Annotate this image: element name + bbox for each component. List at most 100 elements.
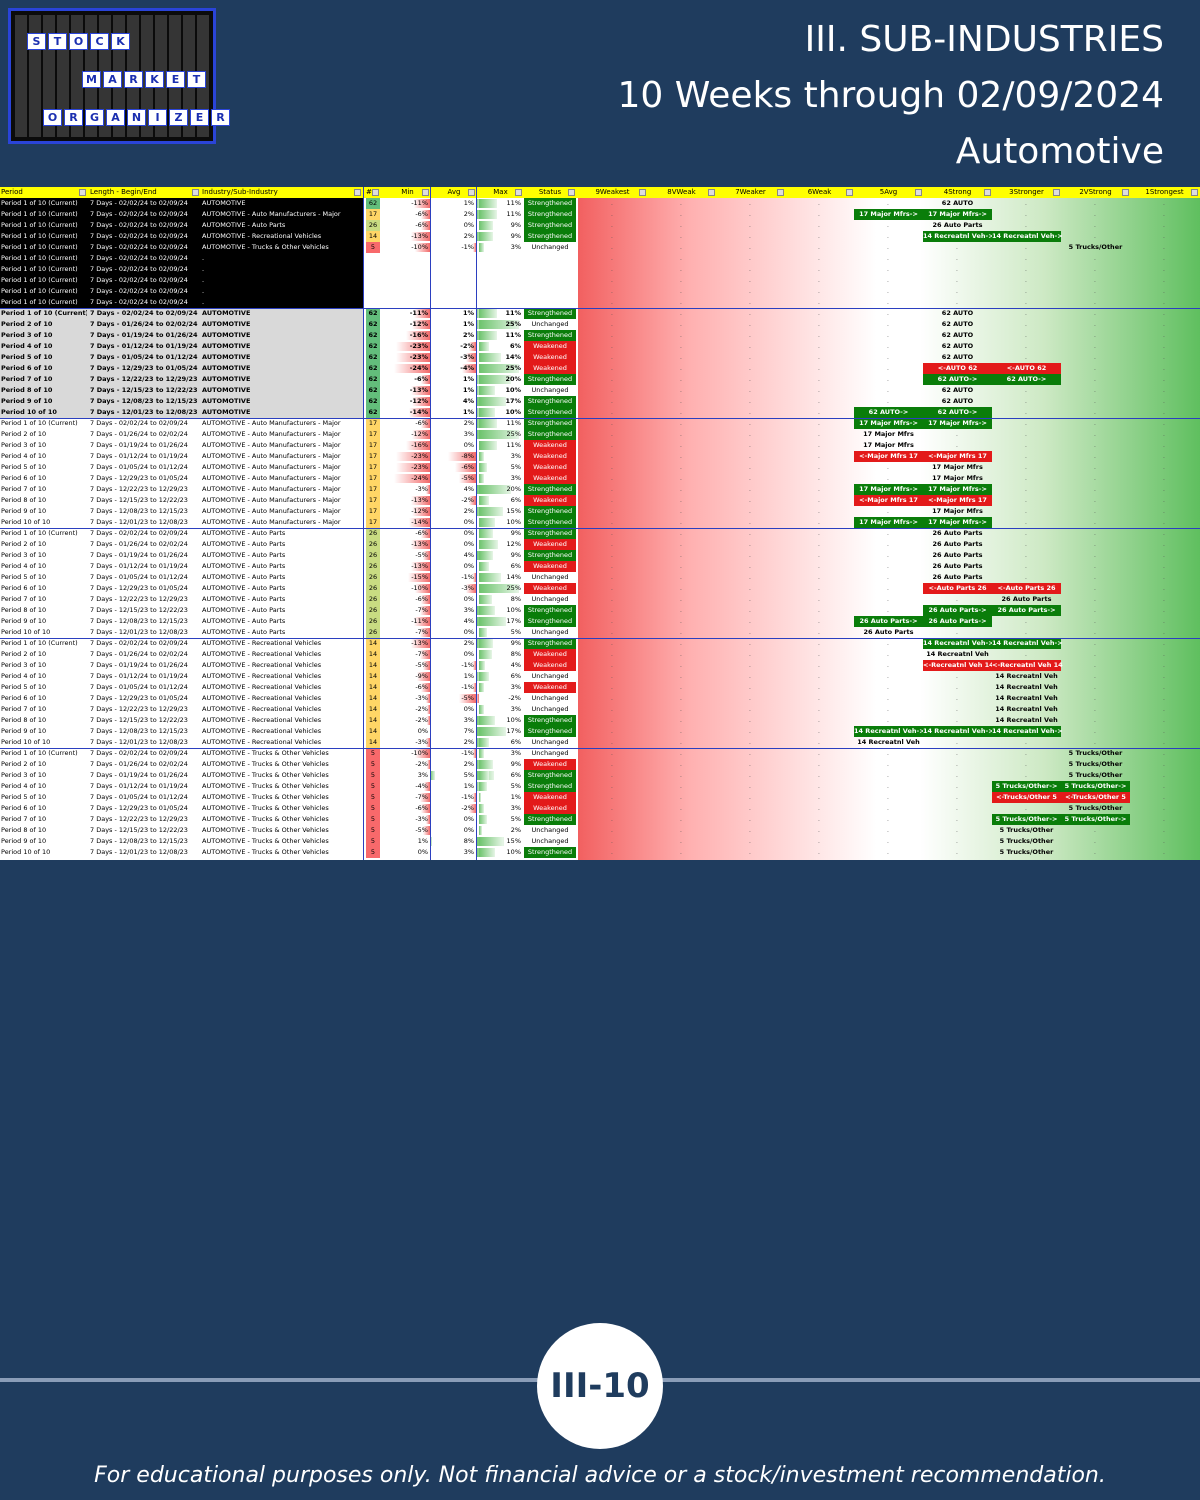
column-header[interactable]: 4Strong [923, 187, 992, 198]
table-row[interactable]: Period 8 of 10 7 Days - 12/15/23 to 12/22… [0, 715, 1200, 726]
table-row[interactable]: Period 2 of 10 7 Days - 01/26/24 to 02/02… [0, 759, 1200, 770]
table-row[interactable]: Period 9 of 10 7 Days - 12/08/23 to 12/15… [0, 506, 1200, 517]
table-row[interactable]: Period 10 of 10 7 Days - 12/01/23 to 12/0… [0, 517, 1200, 528]
table-row[interactable]: Period 10 of 10 7 Days - 12/01/23 to 12/0… [0, 847, 1200, 858]
column-header[interactable]: 5Avg [854, 187, 923, 198]
table-row[interactable]: Period 1 of 10 (Current) 7 Days - 02/02/2… [0, 748, 1200, 759]
table-row[interactable]: Period 4 of 10 7 Days - 01/12/24 to 01/19… [0, 341, 1200, 352]
column-header[interactable]: 7Weaker [716, 187, 785, 198]
table-row[interactable]: Period 1 of 10 (Current) 7 Days - 02/02/2… [0, 638, 1200, 649]
column-header[interactable]: Min [385, 187, 430, 198]
table-row[interactable]: Period 9 of 10 7 Days - 12/08/23 to 12/15… [0, 396, 1200, 407]
table-row[interactable]: Period 3 of 10 7 Days - 01/19/24 to 01/26… [0, 440, 1200, 451]
filter-dropdown-icon[interactable] [372, 189, 379, 196]
table-row[interactable]: Period 7 of 10 7 Days - 12/22/23 to 12/29… [0, 814, 1200, 825]
filter-dropdown-icon[interactable] [79, 189, 86, 196]
filter-dropdown-icon[interactable] [568, 189, 575, 196]
filter-dropdown-icon[interactable] [192, 189, 199, 196]
table-row[interactable]: Period 9 of 10 7 Days - 12/08/23 to 12/15… [0, 616, 1200, 627]
column-header[interactable]: Max [478, 187, 523, 198]
table-row[interactable]: Period 1 of 10 (Current) 7 Days - 02/02/2… [0, 209, 1200, 220]
table-row[interactable]: Period 10 of 10 7 Days - 12/01/23 to 12/0… [0, 627, 1200, 638]
status-badge: Unchanged [531, 694, 569, 702]
filter-dropdown-icon[interactable] [1122, 189, 1129, 196]
table-row[interactable]: Period 7 of 10 7 Days - 12/22/23 to 12/29… [0, 594, 1200, 605]
period-cell: Period 5 of 10 [1, 683, 47, 691]
column-header[interactable]: 1Strongest [1130, 187, 1199, 198]
table-row[interactable]: Period 7 of 10 7 Days - 12/22/23 to 12/29… [0, 374, 1200, 385]
table-row[interactable]: Period 4 of 10 7 Days - 01/12/24 to 01/19… [0, 451, 1200, 462]
table-row[interactable]: Period 2 of 10 7 Days - 01/26/24 to 02/02… [0, 649, 1200, 660]
table-row[interactable]: Period 10 of 10 7 Days - 12/01/23 to 12/0… [0, 737, 1200, 748]
table-row[interactable]: Period 1 of 10 (Current) 7 Days - 02/02/2… [0, 528, 1200, 539]
table-row[interactable]: Period 5 of 10 7 Days - 01/05/24 to 01/12… [0, 792, 1200, 803]
table-row[interactable]: Period 1 of 10 (Current) 7 Days - 02/02/2… [0, 242, 1200, 253]
column-header[interactable]: Industry/Sub-Industry [202, 187, 362, 198]
table-row[interactable]: Period 2 of 10 7 Days - 01/26/24 to 02/02… [0, 429, 1200, 440]
table-row[interactable]: Period 3 of 10 7 Days - 01/19/24 to 01/26… [0, 770, 1200, 781]
table-row[interactable]: Period 1 of 10 (Current) 7 Days - 02/02/2… [0, 286, 1200, 297]
table-row[interactable]: Period 1 of 10 (Current) 7 Days - 02/02/2… [0, 264, 1200, 275]
column-header[interactable]: 3Stronger [992, 187, 1061, 198]
table-row[interactable]: Period 1 of 10 (Current) 7 Days - 02/02/2… [0, 275, 1200, 286]
table-row[interactable]: Period 6 of 10 7 Days - 12/29/23 to 01/05… [0, 363, 1200, 374]
column-header[interactable]: 2VStrong [1061, 187, 1130, 198]
filter-dropdown-icon[interactable] [422, 189, 429, 196]
filter-dropdown-icon[interactable] [708, 189, 715, 196]
strength-spreadsheet[interactable]: Period Length - Begin/End Industry/Sub-Ind… [0, 187, 1200, 860]
filter-dropdown-icon[interactable] [515, 189, 522, 196]
filter-dropdown-icon[interactable] [777, 189, 784, 196]
table-row[interactable]: Period 3 of 10 7 Days - 01/19/24 to 01/26… [0, 550, 1200, 561]
table-row[interactable]: Period 7 of 10 7 Days - 12/22/23 to 12/29… [0, 704, 1200, 715]
column-header[interactable]: 9Weakest [578, 187, 647, 198]
filter-dropdown-icon[interactable] [639, 189, 646, 196]
filter-dropdown-icon[interactable] [354, 189, 361, 196]
filter-dropdown-icon[interactable] [1191, 189, 1198, 196]
table-row[interactable]: Period 8 of 10 7 Days - 12/15/23 to 12/22… [0, 825, 1200, 836]
table-row[interactable]: Period 5 of 10 7 Days - 01/05/24 to 01/12… [0, 352, 1200, 363]
column-header[interactable]: Status [524, 187, 576, 198]
table-row[interactable]: Period 3 of 10 7 Days - 01/19/24 to 01/26… [0, 660, 1200, 671]
table-row[interactable]: Period 7 of 10 7 Days - 12/22/23 to 12/29… [0, 484, 1200, 495]
table-row[interactable]: Period 9 of 10 7 Days - 12/08/23 to 12/15… [0, 726, 1200, 737]
empty-bin-marker: . [611, 365, 613, 372]
table-row[interactable]: Period 8 of 10 7 Days - 12/15/23 to 12/22… [0, 385, 1200, 396]
table-row[interactable]: Period 4 of 10 7 Days - 01/12/24 to 01/19… [0, 671, 1200, 682]
column-header[interactable]: Length - Begin/End [90, 187, 200, 198]
table-row[interactable]: Period 1 of 10 (Current) 7 Days - 02/02/2… [0, 220, 1200, 231]
table-row[interactable]: Period 8 of 10 7 Days - 12/15/23 to 12/22… [0, 495, 1200, 506]
column-header[interactable]: Period [1, 187, 87, 198]
table-row[interactable]: Period 6 of 10 7 Days - 12/29/23 to 01/05… [0, 473, 1200, 484]
filter-dropdown-icon[interactable] [915, 189, 922, 196]
column-header[interactable]: # [366, 187, 380, 198]
table-row[interactable]: Period 9 of 10 7 Days - 12/08/23 to 12/15… [0, 836, 1200, 847]
table-row[interactable]: Period 4 of 10 7 Days - 01/12/24 to 01/19… [0, 561, 1200, 572]
filter-dropdown-icon[interactable] [468, 189, 475, 196]
filter-dropdown-icon[interactable] [1053, 189, 1060, 196]
table-row[interactable]: Period 1 of 10 (Current) 7 Days - 02/02/2… [0, 231, 1200, 242]
column-header[interactable]: 8VWeak [647, 187, 716, 198]
table-row[interactable]: Period 1 of 10 (Current) 7 Days - 02/02/2… [0, 418, 1200, 429]
filter-dropdown-icon[interactable] [846, 189, 853, 196]
table-row[interactable]: Period 10 of 10 7 Days - 12/01/23 to 12/0… [0, 407, 1200, 418]
table-row[interactable]: Period 6 of 10 7 Days - 12/29/23 to 01/05… [0, 693, 1200, 704]
table-row[interactable]: Period 3 of 10 7 Days - 01/19/24 to 01/26… [0, 330, 1200, 341]
table-row[interactable]: Period 8 of 10 7 Days - 12/15/23 to 12/22… [0, 605, 1200, 616]
column-header[interactable]: Avg [432, 187, 476, 198]
table-row[interactable]: Period 1 of 10 (Current) 7 Days - 02/02/2… [0, 308, 1200, 319]
table-row[interactable]: Period 4 of 10 7 Days - 01/12/24 to 01/19… [0, 781, 1200, 792]
table-row[interactable]: Period 1 of 10 (Current) 7 Days - 02/02/2… [0, 198, 1200, 209]
table-row[interactable]: Period 6 of 10 7 Days - 12/29/23 to 01/05… [0, 803, 1200, 814]
table-row[interactable]: Period 5 of 10 7 Days - 01/05/24 to 01/12… [0, 462, 1200, 473]
column-header[interactable]: 6Weak [785, 187, 854, 198]
table-row[interactable]: Period 1 of 10 (Current) 7 Days - 02/02/2… [0, 297, 1200, 308]
table-row[interactable]: Period 5 of 10 7 Days - 01/05/24 to 01/12… [0, 682, 1200, 693]
table-row[interactable]: Period 5 of 10 7 Days - 01/05/24 to 01/12… [0, 572, 1200, 583]
table-row[interactable]: Period 2 of 10 7 Days - 01/26/24 to 02/02… [0, 539, 1200, 550]
empty-bin-marker: . [1163, 244, 1165, 251]
empty-bin-marker: . [680, 354, 682, 361]
table-row[interactable]: Period 6 of 10 7 Days - 12/29/23 to 01/05… [0, 583, 1200, 594]
table-row[interactable]: Period 1 of 10 (Current) 7 Days - 02/02/2… [0, 253, 1200, 264]
table-row[interactable]: Period 2 of 10 7 Days - 01/26/24 to 02/02… [0, 319, 1200, 330]
filter-dropdown-icon[interactable] [984, 189, 991, 196]
